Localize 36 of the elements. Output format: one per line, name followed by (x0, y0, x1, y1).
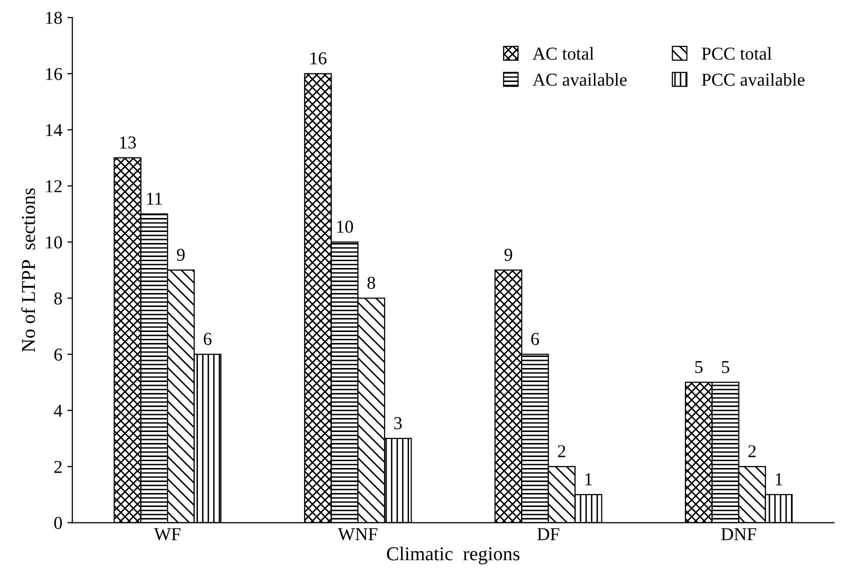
y-tick-label: 14 (46, 124, 62, 136)
y-tick-label: 12 (46, 180, 62, 192)
data-label: 13 (120, 136, 136, 149)
data-label: 1 (585, 473, 592, 486)
y-tick-label: 6 (54, 348, 62, 361)
y-tick-label: 2 (54, 460, 62, 473)
data-label: 1 (776, 473, 782, 486)
data-label: 2 (748, 445, 756, 458)
y-tick-label: 8 (54, 292, 62, 305)
data-label: 5 (695, 361, 703, 374)
data-label: 6 (531, 332, 540, 346)
x-tick-label: DNF (721, 528, 756, 540)
data-label: 11 (147, 192, 162, 205)
data-label: 2 (558, 445, 566, 458)
legend-label: AC available (532, 73, 627, 86)
data-label: 9 (176, 248, 185, 261)
data-label: 6 (204, 332, 212, 346)
legend-label: PCC total (702, 47, 772, 60)
data-label: 5 (722, 361, 730, 374)
data-label: 3 (394, 417, 402, 430)
legend-label: PCC available (702, 73, 804, 86)
y-tick-label: 10 (46, 236, 62, 248)
x-axis-title: Climatic regions (386, 546, 520, 564)
legend-label: AC total (532, 47, 594, 60)
x-tick-label: DF (537, 528, 560, 540)
y-tick-label: 18 (46, 12, 62, 24)
x-tick-label: WF (154, 528, 180, 540)
y-axis-title: No of LTPP sections (21, 188, 36, 352)
data-label: 8 (367, 276, 376, 289)
y-tick-label: 4 (54, 404, 62, 417)
data-label: 16 (310, 52, 326, 64)
x-tick-label: WNF (338, 528, 378, 540)
y-tick-label: 0 (54, 516, 62, 530)
data-label: 10 (337, 220, 353, 233)
data-label: 9 (504, 248, 512, 261)
y-tick-label: 16 (46, 68, 62, 80)
